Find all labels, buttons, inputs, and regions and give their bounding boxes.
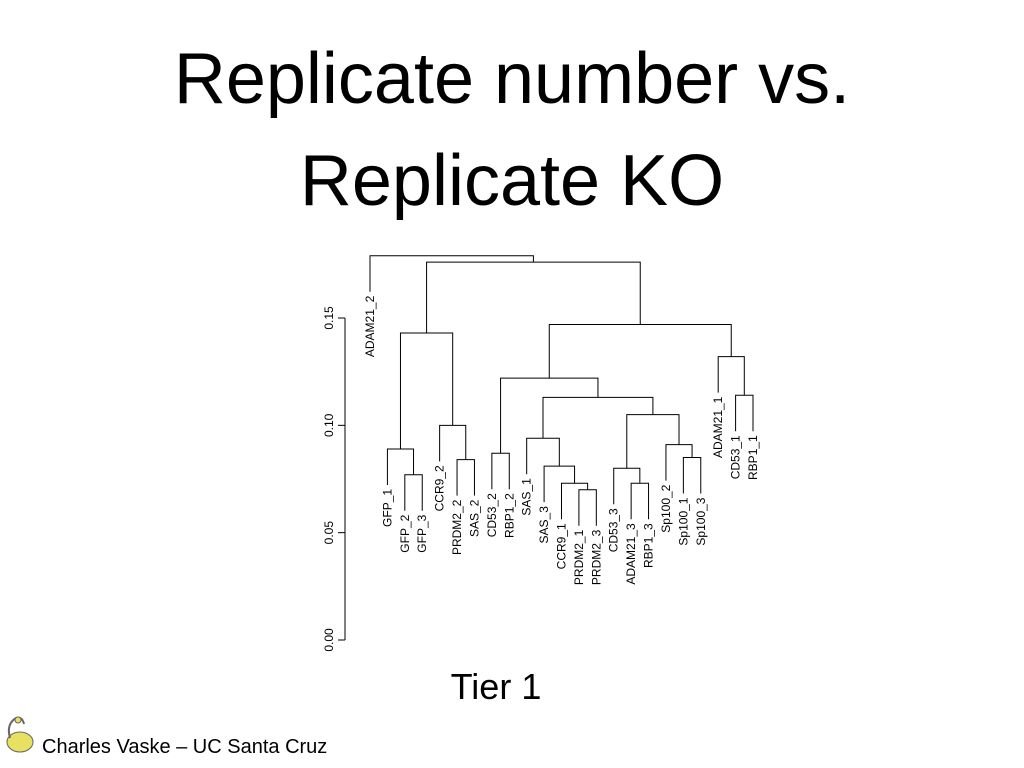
- dendrogram-link: [526, 437, 560, 475]
- x-axis-label: Tier 1: [450, 666, 542, 707]
- leaf-label: ADAM21_3: [624, 523, 638, 585]
- dendrogram-link: [491, 452, 510, 490]
- leaf-label: CCR9_1: [555, 523, 569, 569]
- dendrogram-link: [369, 255, 534, 292]
- dendrogram-link: [456, 459, 475, 496]
- dendrogram-link: [500, 377, 599, 454]
- dendrogram-link: [613, 467, 641, 505]
- dendrogram-link: [404, 474, 423, 511]
- leaf-label: PRDM2_2: [450, 499, 464, 555]
- leaf-label: CD53_2: [485, 493, 499, 537]
- y-tick-label: 0.10: [322, 413, 336, 437]
- dendrogram-link: [682, 457, 702, 494]
- leaf-label: Sp100_1: [676, 497, 690, 545]
- slide-title: Replicate number vs. Replicate KO: [173, 39, 851, 221]
- dendrogram-link: [543, 465, 576, 503]
- dendrogram-link: [386, 448, 415, 485]
- dendrogram-link: [735, 394, 754, 432]
- dendrogram-link: [665, 444, 693, 481]
- y-tick-label: 0.15: [322, 306, 336, 330]
- leaf-label: CD53_3: [607, 508, 621, 552]
- dendrogram-link: [717, 356, 745, 396]
- leaf-label: Sp100_2: [659, 484, 673, 532]
- dendrogram-link: [542, 396, 654, 439]
- leaf-label: GFP_2: [398, 514, 412, 552]
- leaf-label: CD53_1: [729, 435, 743, 479]
- leaf-label: RBP1_2: [502, 493, 516, 538]
- dendrogram-link: [561, 482, 589, 520]
- leaf-label: PRDM2_1: [572, 529, 586, 585]
- dendrogram-link: [626, 414, 680, 469]
- leaf-label: Sp100_3: [694, 497, 708, 545]
- logo: [6, 716, 34, 753]
- leaf-label: RBP1_3: [642, 523, 656, 568]
- leaf-label: SAS_2: [467, 499, 481, 537]
- dendrogram-link: [439, 424, 467, 462]
- dendrogram-link: [426, 261, 641, 334]
- leaf-label: GFP_3: [415, 514, 429, 552]
- footer: Charles Vaske – UC Santa Cruz: [42, 736, 328, 758]
- leaf-label: ADAM21_2: [363, 295, 377, 357]
- dendrogram-link: [630, 482, 650, 520]
- leaf-label: SAS_1: [520, 478, 534, 516]
- y-tick-label: 0.00: [322, 628, 336, 652]
- y-tick-label: 0.05: [322, 521, 336, 545]
- leaf-label: ADAM21_1: [711, 396, 725, 458]
- leaf-label: SAS_3: [537, 506, 551, 544]
- dendrogram-link: [399, 332, 454, 449]
- dendrogram-link: [548, 323, 732, 379]
- dendrogram-link: [578, 489, 597, 526]
- leaf-label: GFP_1: [380, 489, 394, 527]
- leaf-label: PRDM2_3: [589, 529, 603, 585]
- leaf-label: CCR9_2: [433, 465, 447, 511]
- leaf-label: RBP1_1: [746, 435, 760, 480]
